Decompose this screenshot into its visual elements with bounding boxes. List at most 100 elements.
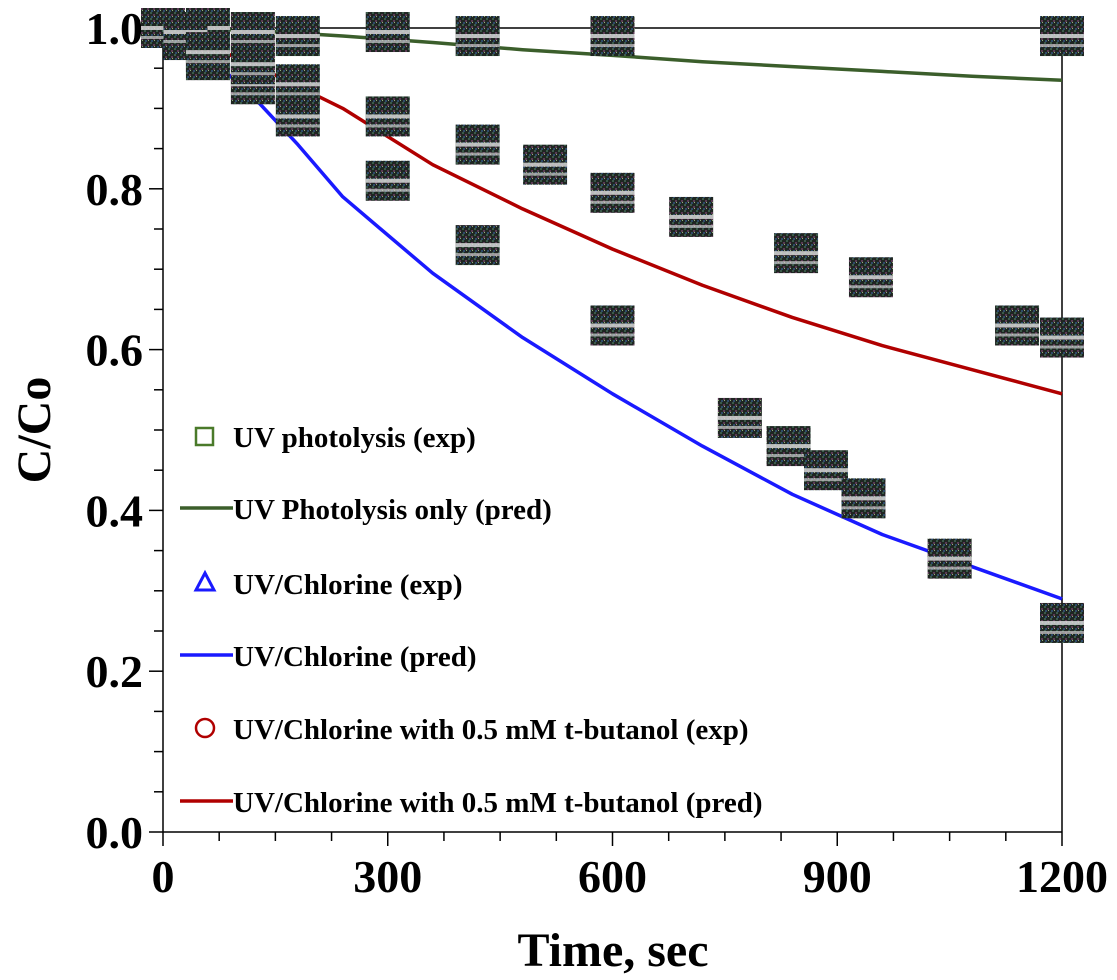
y-axis: 0.0 0.2 0.4 0.6 0.8 1.0	[86, 3, 163, 858]
data-point-circle-marker	[995, 305, 1040, 346]
data-point-stripe	[590, 44, 635, 48]
data-point-stripe	[230, 62, 275, 67]
data-point-triangle-marker	[455, 225, 500, 266]
data-point-stripe	[455, 34, 500, 39]
data-point-triangle-marker	[927, 538, 972, 579]
data-point-stripe	[1040, 335, 1084, 340]
data-point-stripe	[804, 478, 849, 482]
data-point-stripe	[275, 92, 320, 96]
legend-marker-tb-exp	[194, 717, 216, 739]
data-point-stripe	[774, 251, 819, 256]
data-point-stripe	[230, 82, 275, 87]
data-point-stripe	[774, 261, 819, 265]
data-point-stripe	[230, 92, 275, 96]
data-point-square-marker	[455, 16, 500, 57]
data-point-stripe	[1040, 34, 1084, 39]
data-point-stripe	[455, 152, 500, 156]
data-point-stripe	[275, 114, 320, 119]
legend-label-cl-exp: UV/Chlorine (exp)	[233, 569, 463, 601]
data-point-triangle-marker	[590, 305, 635, 346]
y-tick-label: 0.2	[86, 646, 144, 697]
data-point-stripe	[455, 243, 500, 248]
data-point-stripe	[1040, 620, 1084, 625]
data-point-stripe	[455, 44, 500, 48]
data-point-stripe	[717, 425, 762, 429]
data-point-stripe	[590, 190, 635, 195]
legend: UV photolysis (exp) UV Photolysis only (…	[180, 422, 763, 819]
data-point-circle-marker	[774, 233, 819, 274]
legend-label-uv-exp: UV photolysis (exp)	[233, 422, 476, 454]
data-point-stripe	[230, 72, 275, 76]
data-point-circle-marker	[523, 144, 568, 185]
data-point-stripe	[841, 506, 886, 510]
data-point-stripe	[804, 468, 849, 473]
data-point-stripe	[995, 323, 1040, 328]
data-point-stripe	[1040, 44, 1084, 48]
data-point-stripe	[275, 34, 320, 39]
legend-label-cl-pred: UV/Chlorine (pred)	[233, 641, 477, 673]
data-point-stripe	[455, 142, 500, 147]
data-point-stripe	[1040, 630, 1084, 634]
data-point-square-marker	[275, 16, 320, 57]
data-point-stripe	[927, 566, 972, 570]
data-point-circle-marker	[455, 124, 500, 165]
legend-label-uv-pred: UV Photolysis only (pred)	[233, 494, 552, 526]
y-axis-title: C/Co	[8, 377, 61, 484]
data-point-square-marker	[590, 16, 635, 57]
data-point-stripe	[848, 275, 893, 280]
y-tick-label: 1.0	[86, 3, 144, 54]
data-point-triangle-marker	[365, 160, 410, 201]
data-point-stripe	[141, 36, 185, 39]
x-tick-label: 900	[803, 851, 872, 902]
x-axis-title: Time, sec	[517, 924, 708, 977]
data-point-stripe	[365, 188, 410, 192]
y-tick-label: 0.8	[86, 164, 144, 215]
x-tick-label: 0	[152, 851, 175, 902]
data-point-stripe	[365, 114, 410, 119]
data-point-triangle-marker	[717, 397, 762, 438]
data-point-circle-marker	[1040, 317, 1084, 358]
legend-marker-uv-exp	[194, 426, 215, 447]
x-axis: 0 300 600 900 1200	[152, 832, 1108, 902]
data-point-stripe	[523, 162, 568, 167]
data-point-stripe	[766, 454, 811, 458]
data-point-triangle-marker	[766, 426, 811, 467]
data-point-circle-marker	[275, 64, 320, 105]
data-point-stripe	[230, 40, 275, 44]
data-point-stripe	[927, 556, 972, 561]
data-point-circle-marker	[230, 44, 275, 85]
data-point-triangle-marker	[841, 478, 886, 519]
data-point-stripe	[590, 200, 635, 204]
data-point-stripe	[455, 253, 500, 257]
data-point-circle-marker	[669, 196, 714, 237]
data-point-stripe	[523, 172, 568, 176]
data-point-stripe	[230, 30, 275, 35]
data-point-circle-marker	[848, 257, 893, 298]
data-point-stripe	[995, 333, 1040, 337]
data-point-stripe	[275, 82, 320, 87]
series-points	[141, 8, 1084, 643]
data-point-stripe	[766, 444, 811, 449]
data-point-stripe	[185, 60, 230, 64]
data-point-stripe	[365, 40, 410, 44]
legend-marker-cl-exp	[193, 569, 217, 592]
data-point-square-marker	[1040, 16, 1084, 57]
x-tick-label: 600	[578, 851, 647, 902]
data-point-stripe	[669, 224, 714, 228]
data-point-stripe	[185, 50, 230, 55]
data-point-stripe	[163, 30, 208, 35]
data-point-stripe	[141, 26, 185, 30]
data-point-stripe	[848, 285, 893, 289]
y-tick-label: 0.0	[86, 807, 144, 858]
legend-label-tb-exp: UV/Chlorine with 0.5 mM t-butanol (exp)	[233, 714, 749, 746]
data-point-stripe	[365, 30, 410, 35]
data-point-stripe	[841, 496, 886, 501]
data-point-stripe	[185, 26, 230, 30]
y-tick-label: 0.6	[86, 325, 144, 376]
data-point-circle-marker	[185, 32, 230, 73]
x-tick-label: 1200	[1016, 851, 1108, 902]
legend-label-tb-pred: UV/Chlorine with 0.5 mM t-butanol (pred)	[233, 787, 763, 819]
data-point-stripe	[669, 214, 714, 219]
data-point-stripe	[590, 34, 635, 39]
